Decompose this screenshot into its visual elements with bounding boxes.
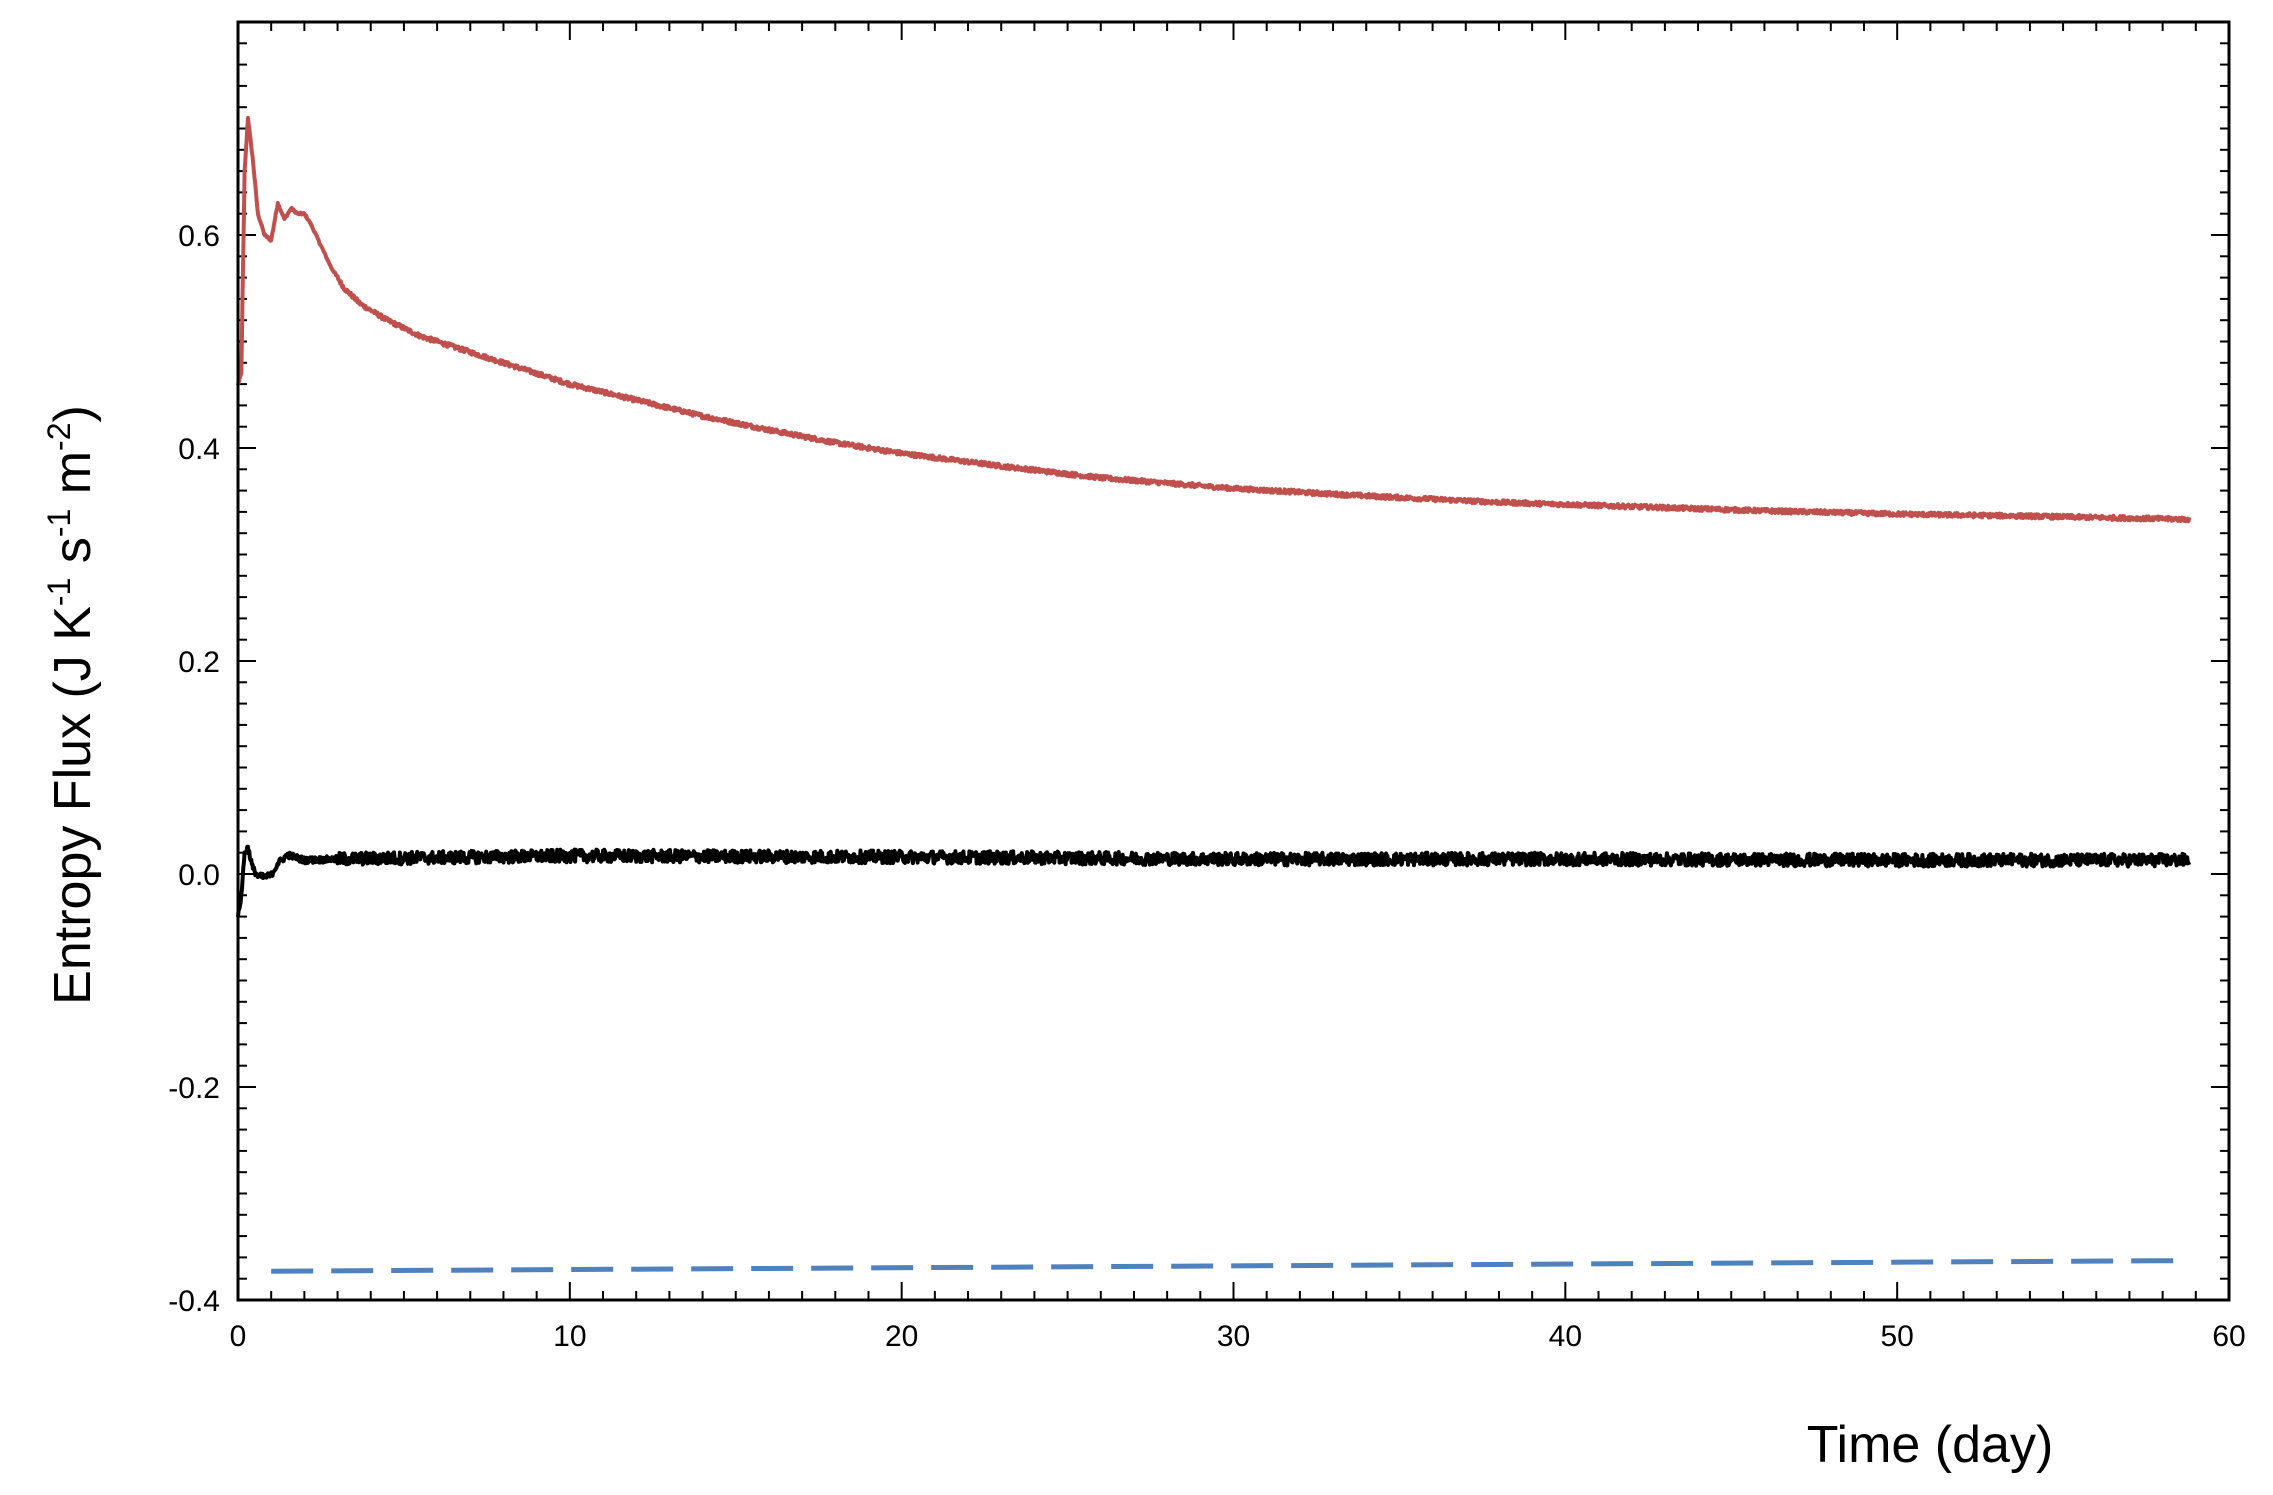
x-tick-label: 50: [1880, 1320, 1913, 1353]
x-tick-label: 30: [1217, 1320, 1250, 1353]
series-line-1: [236, 115, 2192, 524]
x-tick-label: 60: [2212, 1320, 2245, 1353]
x-axis-title: Time (day): [1807, 1416, 2054, 1474]
x-tick-label: 40: [1549, 1320, 1582, 1353]
series-line-3: [271, 1258, 2190, 1274]
plot-frame: [236, 20, 2231, 1302]
series-line-2: [236, 844, 2192, 919]
y-axis-title: Entropy Flux (J K-1 s-1 m-2): [41, 405, 102, 1005]
y-tick-label: -0.4: [168, 1285, 220, 1318]
y-tick-label: 0.2: [178, 646, 220, 679]
series-layer: [236, 115, 2192, 1274]
y-tick-label: 0.4: [178, 433, 220, 466]
y-tick-label: 0.6: [178, 220, 220, 253]
axis-ticks: [237, 21, 2230, 1301]
y-tick-label: -0.2: [168, 1072, 220, 1105]
x-tick-label: 20: [885, 1320, 918, 1353]
x-tick-label: 0: [230, 1320, 247, 1353]
x-tick-label: 10: [553, 1320, 586, 1353]
tick-labels: 0 10 20 30 40 50 60 -0.4 -0.2 0.0 0.2 0.4 0.6: [168, 220, 2245, 1353]
y-tick-label: 0.0: [178, 859, 220, 892]
